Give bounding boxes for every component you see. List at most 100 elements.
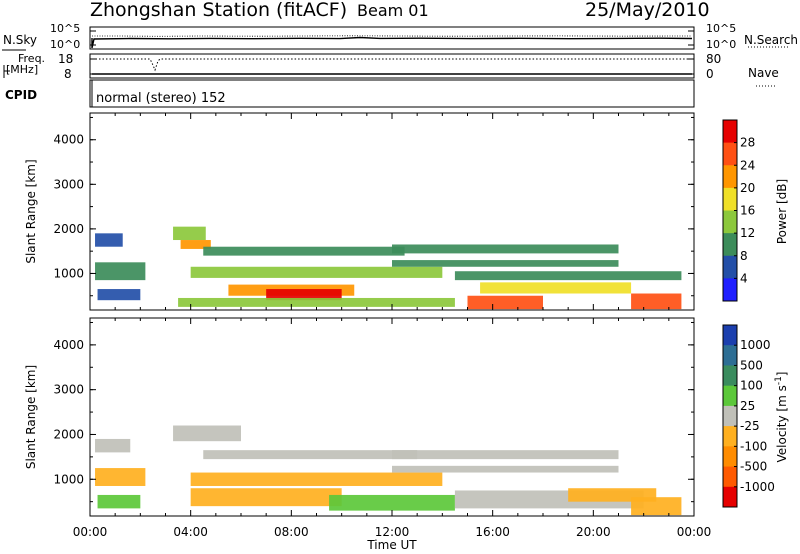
power-scatter-region xyxy=(180,240,211,249)
noise-tick-bottom-right: 10^0 xyxy=(706,38,737,51)
power-colorbar-segment xyxy=(723,255,737,279)
power-colorbar-tick-label: 12 xyxy=(740,226,755,240)
velocity-colorbar-tick-label: -100 xyxy=(740,439,767,453)
freq-tick-top: 18 xyxy=(58,52,74,66)
power-ytick-label: 3000 xyxy=(53,177,84,191)
velocity-scatter-region xyxy=(631,497,682,516)
power-colorbar-label: Power [dB] xyxy=(775,179,789,244)
velocity-scatter-region xyxy=(329,494,455,511)
strip-panel xyxy=(2,26,788,108)
velocity-colorbar-segment xyxy=(723,365,737,387)
nsearch-label: N.Search xyxy=(744,33,799,47)
freq-unit-label: [MHz] xyxy=(6,63,39,76)
velocity-colorbar-segment xyxy=(723,486,737,508)
station-title: Zhongshan Station (fitACF) xyxy=(90,0,348,21)
velocity-colorbar-tick-label: -1000 xyxy=(740,480,775,494)
velocity-colorbar-segment xyxy=(723,345,737,366)
date-label: 25/May/2010 xyxy=(585,0,710,21)
cpid-label: CPID xyxy=(5,88,38,102)
velocity-scatter-region xyxy=(95,438,131,453)
nsky-label: N.Sky xyxy=(3,33,38,47)
noise-sky-trace xyxy=(91,36,693,49)
power-scatter-region xyxy=(480,282,632,294)
power-colorbar-tick-label: 16 xyxy=(740,204,755,218)
velocity-ytick-label: 4000 xyxy=(53,338,84,352)
power-colorbar-segment xyxy=(723,142,737,166)
nave-tick-top: 80 xyxy=(706,52,722,66)
x-tick-label: 12:00 xyxy=(375,525,410,539)
velocity-plot-frame xyxy=(89,317,695,517)
velocity-colorbar-tick-label: -25 xyxy=(740,419,760,433)
nave-trace xyxy=(92,58,690,72)
cpid-strip-frame xyxy=(89,79,695,108)
power-scatter-region xyxy=(97,289,141,301)
power-scatter-region xyxy=(392,244,619,254)
power-scatter-region xyxy=(203,246,405,256)
x-tick-label: 04:00 xyxy=(173,525,208,539)
power-ytick-label: 1000 xyxy=(53,266,84,280)
noise-tick-bottom-left: 10^0 xyxy=(50,38,81,51)
velocity-ytick-label: 1000 xyxy=(53,472,84,486)
velocity-colorbar-label: Velocity [m s-1] xyxy=(774,372,789,463)
velocity-scatter-region xyxy=(190,472,443,486)
power-scatter-region xyxy=(173,226,206,241)
velocity-colorbar-tick-label: 100 xyxy=(740,379,763,393)
velocity-colorbar-segment xyxy=(723,385,737,407)
freq-strip-frame xyxy=(89,53,695,79)
power-scatter-region xyxy=(178,297,455,307)
power-scatter-region xyxy=(95,262,146,281)
power-colorbar-tick-label: 4 xyxy=(740,271,748,285)
velocity-colorbar-tick-label: 1000 xyxy=(740,338,771,352)
velocity-scatter-region xyxy=(97,494,141,509)
power-colorbar-tick-label: 28 xyxy=(740,136,755,150)
power-scatter-region xyxy=(190,266,443,278)
velocity-scatter-region xyxy=(190,488,342,507)
power-colorbar-tick-label: 20 xyxy=(740,181,755,195)
cpid-text: normal (stereo) 152 xyxy=(96,91,226,106)
velocity-colorbar-tick-label: -500 xyxy=(740,460,767,474)
noise-strip-frame xyxy=(89,26,695,50)
power-scatter-region xyxy=(392,260,619,267)
power-colorbar-tick-label: 8 xyxy=(740,249,748,263)
power-colorbar-segment xyxy=(723,210,737,234)
x-tick-label: 00:00 xyxy=(677,525,712,539)
power-scatter-region xyxy=(454,271,682,281)
power-scatter-region xyxy=(95,233,123,247)
velocity-ytick-label: 3000 xyxy=(53,383,84,397)
noise-search-trace xyxy=(92,35,693,37)
power-scatter-region xyxy=(467,295,543,310)
velocity-scatter-region xyxy=(392,450,619,460)
power-scatter-region xyxy=(266,289,342,301)
velocity-scatter-region xyxy=(203,450,418,460)
power-plot-frame xyxy=(89,112,695,311)
velocity-ylabel: Slant Range [km] xyxy=(24,365,38,469)
x-tick-label: 00:00 xyxy=(73,525,108,539)
x-tick-label: 20:00 xyxy=(576,525,611,539)
freq-label: Freq. xyxy=(18,52,46,65)
x-tick-label: 16:00 xyxy=(475,525,510,539)
velocity-colorbar-tick-label: 500 xyxy=(740,358,763,372)
power-colorbar-segment xyxy=(723,165,737,189)
velocity-scatter-region xyxy=(392,465,619,473)
power-colorbar-segment xyxy=(723,187,737,211)
power-colorbar-segment xyxy=(723,278,737,302)
freq-tick-bottom: 8 xyxy=(64,67,72,81)
power-ytick-label: 2000 xyxy=(53,222,84,236)
x-tick-label: 08:00 xyxy=(274,525,309,539)
x-axis-label: Time UT xyxy=(366,538,417,552)
velocity-colorbar-frame xyxy=(722,324,738,508)
power-colorbar-segment xyxy=(723,120,737,144)
power-ylabel: Slant Range [km] xyxy=(24,159,38,263)
power-ytick-label: 4000 xyxy=(53,133,84,147)
velocity-colorbar-tick-label: 25 xyxy=(740,399,755,413)
power-colorbar-tick-label: 24 xyxy=(740,158,755,172)
velocity-scatter-region xyxy=(173,425,241,442)
velocity-scatter-region xyxy=(95,468,146,486)
noise-tick-top-right: 10^5 xyxy=(706,22,737,35)
velocity-colorbar-segment xyxy=(723,466,737,488)
velocity-colorbar-segment xyxy=(723,426,737,447)
velocity-colorbar-segment xyxy=(723,325,737,346)
velocity-ytick-label: 2000 xyxy=(53,427,84,441)
power-colorbar-segment xyxy=(723,233,737,257)
